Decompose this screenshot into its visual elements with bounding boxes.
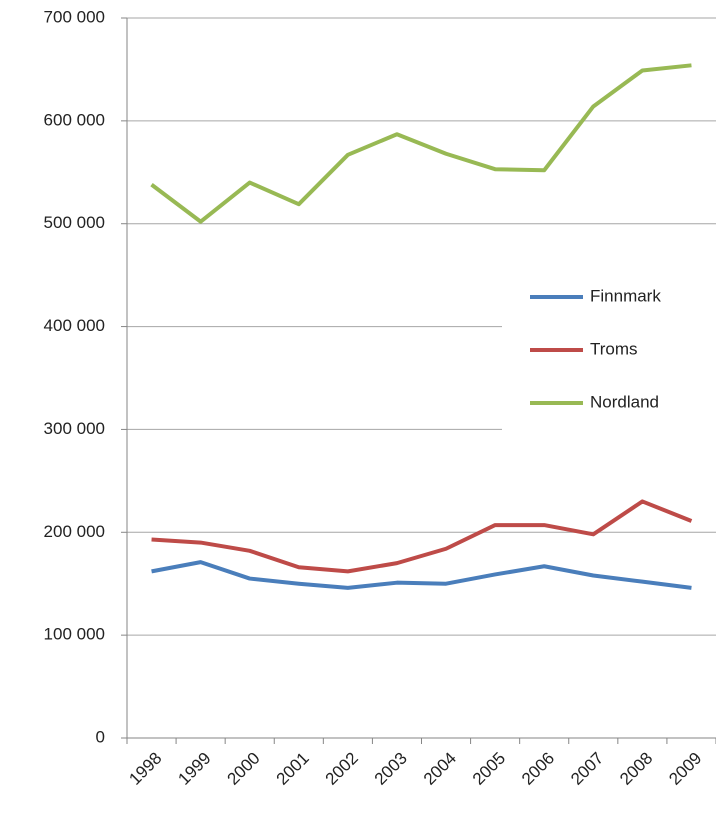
y-tick-label: 300 000: [44, 419, 105, 438]
x-tick-label: 2009: [665, 749, 705, 789]
x-tick-label: 2005: [469, 749, 509, 789]
legend-label: Troms: [590, 339, 638, 358]
y-tick-label: 700 000: [44, 7, 105, 26]
y-tick-label: 500 000: [44, 213, 105, 232]
legend-label: Nordland: [590, 392, 659, 411]
x-tick-label: 2000: [224, 749, 264, 789]
x-tick-label: 2001: [273, 749, 313, 789]
y-tick-label: 100 000: [44, 625, 105, 644]
y-tick-label: 0: [96, 727, 105, 746]
y-tick-label: 600 000: [44, 110, 105, 129]
y-tick-label: 200 000: [44, 522, 105, 541]
x-tick-label: 2004: [420, 749, 460, 789]
series-line: [151, 499, 693, 574]
x-tick-label: 2007: [567, 749, 607, 789]
legend-label: Finnmark: [590, 286, 661, 305]
series-line: [151, 560, 692, 590]
x-tick-label: 2006: [518, 749, 558, 789]
x-tick-label: 2003: [371, 749, 411, 789]
x-tick-label: 1998: [125, 749, 165, 789]
y-tick-label: 400 000: [44, 316, 105, 335]
legend: Finnmark Troms Nordland: [502, 270, 716, 432]
series-line: [150, 63, 692, 224]
x-tick-label: 1999: [174, 749, 214, 789]
x-tick-label: 2002: [322, 749, 362, 789]
x-tick-label: 2008: [616, 749, 656, 789]
